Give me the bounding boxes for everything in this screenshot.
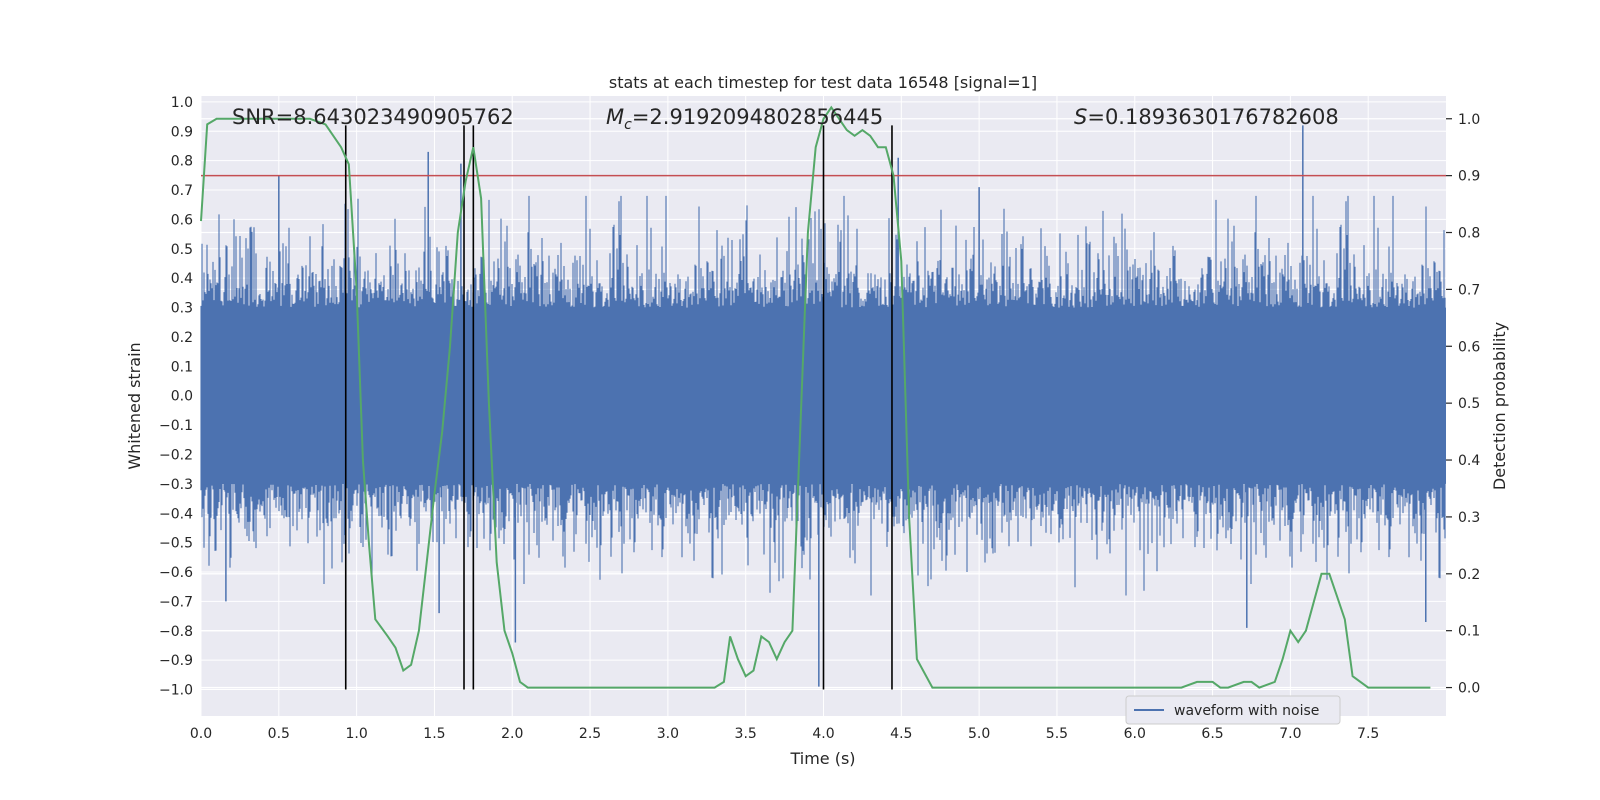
chirp-mass-symbol: M — [606, 105, 624, 129]
y-axis-right: 1.0 0.9 0.8 0.7 0.6 0.5 0.4 0.3 0.2 0.1 0.0 — [1446, 112, 1480, 697]
y-tick-label: −0.3 — [159, 477, 193, 493]
y-tick-label: −0.2 — [159, 447, 193, 463]
y-right-tick-label: 0.2 — [1458, 567, 1480, 583]
x-tick-label: 0.0 — [190, 726, 212, 742]
y-tick-label: −0.4 — [159, 506, 193, 522]
y-axis-left: 1.0 0.9 0.8 0.7 0.6 0.5 0.4 0.3 0.2 0.1 0.0 −0.1 −0.… — [159, 95, 193, 699]
y-axis-right-label: Detection probability — [1490, 322, 1509, 490]
y-tick-label: −0.5 — [159, 536, 193, 552]
detection-probability-series — [200, 105, 1431, 689]
y-right-tick-label: 0.8 — [1458, 226, 1480, 242]
y-tick-label: 0.3 — [171, 301, 193, 317]
x-tick-label: 1.5 — [423, 726, 445, 742]
y-tick-label: −0.9 — [159, 653, 193, 669]
y-tick-label: 0.2 — [171, 330, 193, 346]
y-tick-label: 0.8 — [171, 154, 193, 170]
x-axis-label: Time (s) — [789, 749, 855, 768]
chart-title: stats at each timestep for test data 165… — [609, 73, 1037, 92]
x-tick-label: 6.0 — [1124, 726, 1146, 742]
x-tick-label: 5.0 — [968, 726, 990, 742]
chirp-mass-value: =2.9192094802856445 — [632, 105, 883, 129]
legend-box — [1125, 695, 1341, 725]
y-right-tick-label: 0.9 — [1458, 169, 1480, 185]
legend-label: waveform with noise — [1174, 703, 1319, 719]
s-symbol: S — [1074, 105, 1087, 129]
y-tick-label: 0.7 — [171, 183, 193, 199]
chirp-mass-annotation: Mc=2.9192094802856445 — [606, 105, 883, 133]
y-tick-label: 0.4 — [171, 271, 193, 287]
y-tick-label: 0.9 — [171, 124, 193, 140]
y-right-tick-label: 0.1 — [1458, 624, 1480, 640]
y-tick-label: −0.8 — [159, 624, 193, 640]
x-tick-label: 5.5 — [1046, 726, 1068, 742]
x-tick-label: 7.5 — [1357, 726, 1379, 742]
y-right-tick-label: 0.4 — [1458, 453, 1480, 469]
y-right-tick-label: 0.7 — [1458, 282, 1480, 298]
x-tick-label: 7.0 — [1279, 726, 1301, 742]
snr-annotation: SNR=8.643023490905762 — [232, 105, 514, 129]
legend: waveform with noise — [1125, 695, 1341, 725]
chirp-mass-subscript: c — [624, 117, 632, 133]
y-tick-label: −0.1 — [159, 418, 193, 434]
x-tick-label: 0.5 — [268, 726, 290, 742]
x-tick-label: 2.0 — [501, 726, 523, 742]
x-tick-label: 1.0 — [345, 726, 367, 742]
y-tick-label: 1.0 — [171, 95, 193, 111]
detection-probability-line — [200, 105, 1431, 689]
s-value: =0.1893630176782608 — [1087, 105, 1338, 129]
y-tick-label: −1.0 — [159, 683, 193, 699]
y-tick-label: 0.1 — [171, 359, 193, 375]
y-axis-label: Whitened strain — [125, 342, 144, 469]
y-tick-label: −0.6 — [159, 565, 193, 581]
y-right-tick-label: 0.5 — [1458, 396, 1480, 412]
y-right-tick-label: 0.6 — [1458, 339, 1480, 355]
y-right-tick-label: 0.3 — [1458, 510, 1480, 526]
y-tick-label: 0.5 — [171, 242, 193, 258]
x-tick-label: 4.5 — [890, 726, 912, 742]
event-markers — [344, 125, 893, 690]
x-tick-label: 2.5 — [579, 726, 601, 742]
x-tick-label: 3.0 — [657, 726, 679, 742]
y-tick-label: −0.7 — [159, 594, 193, 610]
s-annotation: S=0.1893630176782608 — [1074, 105, 1339, 129]
x-tick-label: 4.0 — [812, 726, 834, 742]
x-axis: 0.0 0.5 1.0 1.5 2.0 2.5 3.0 3.5 4.0 4.5 5.0 5.5 6.0 6… — [190, 726, 1379, 742]
y-tick-label: 0.6 — [171, 212, 193, 228]
x-tick-label: 6.5 — [1201, 726, 1223, 742]
y-right-tick-label: 1.0 — [1458, 112, 1480, 128]
y-tick-label: 0.0 — [171, 389, 193, 405]
y-right-tick-label: 0.0 — [1458, 681, 1480, 697]
x-tick-label: 3.5 — [735, 726, 757, 742]
